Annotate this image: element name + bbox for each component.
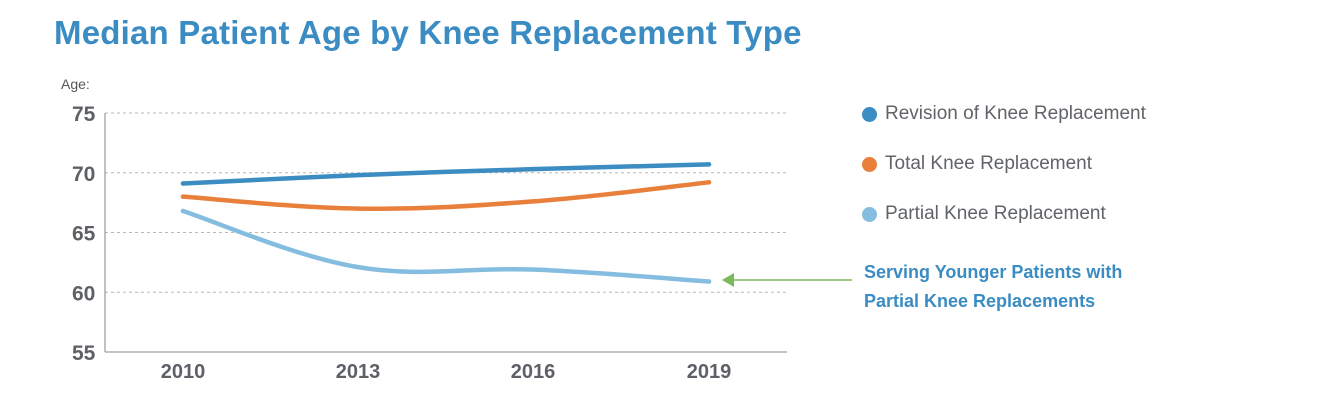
series-line-total-knee-replacement xyxy=(180,180,712,211)
y-tick-label-60: 60 xyxy=(72,282,95,305)
legend-item-partial: Partial Knee Replacement xyxy=(862,200,1146,228)
series-lines xyxy=(180,162,712,284)
data-point-revision-of-knee-replacement-2013 xyxy=(355,172,361,178)
legend-marker xyxy=(862,106,877,122)
y-tick-label-55: 55 xyxy=(72,342,96,365)
data-point-partial-knee-replacement-2016 xyxy=(530,267,536,272)
legend-item-revision: Revision of Knee Replacement xyxy=(862,100,1146,128)
legend-item-total: Total Knee Replacement xyxy=(862,150,1146,178)
axes xyxy=(104,113,787,353)
annotation-line-2: Partial Knee Replacements xyxy=(864,291,1096,311)
grid-lines xyxy=(105,112,787,293)
annotation-arrowhead xyxy=(722,273,734,287)
chart-legend: Revision of Knee Replacement Total Knee … xyxy=(862,100,1146,250)
annotation-arrow xyxy=(722,273,852,287)
legend-label: Revision of Knee Replacement xyxy=(885,103,1146,124)
data-point-partial-knee-replacement-2019 xyxy=(706,279,712,284)
x-tick-label-2013: 2013 xyxy=(336,361,381,383)
data-point-total-knee-replacement-2010 xyxy=(180,194,186,199)
data-point-partial-knee-replacement-2013 xyxy=(355,264,361,270)
legend-label: Partial Knee Replacement xyxy=(885,203,1106,224)
chart-title: Median Patient Age by Knee Replacement T… xyxy=(54,14,802,51)
y-axis-label: Age: xyxy=(61,76,90,92)
y-tick-label-70: 70 xyxy=(72,163,95,186)
data-point-revision-of-knee-replacement-2019 xyxy=(706,162,712,167)
y-tick-label-75: 75 xyxy=(72,103,96,126)
legend-marker xyxy=(862,156,877,172)
data-point-partial-knee-replacement-2010 xyxy=(180,208,186,214)
data-point-revision-of-knee-replacement-2016 xyxy=(530,166,536,172)
x-tick-label-2010: 2010 xyxy=(161,361,206,383)
data-point-total-knee-replacement-2019 xyxy=(706,180,712,185)
data-point-total-knee-replacement-2013 xyxy=(355,206,361,211)
legend-marker xyxy=(862,206,877,222)
series-line-revision-of-knee-replacement xyxy=(180,162,712,186)
annotation-line-1: Serving Younger Patients with xyxy=(864,262,1123,282)
legend-label: Total Knee Replacement xyxy=(885,153,1093,174)
series-line-partial-knee-replacement xyxy=(180,208,712,284)
x-tick-label-2019: 2019 xyxy=(687,361,732,383)
tick-labels: Age: 75 70 65 60 55 2010 2013 2016 2019 xyxy=(61,76,731,383)
x-tick-label-2016: 2016 xyxy=(511,361,556,383)
data-point-revision-of-knee-replacement-2010 xyxy=(180,181,186,186)
annotation-callout: Serving Younger Patients with Partial Kn… xyxy=(864,258,1122,316)
y-tick-label-65: 65 xyxy=(72,223,96,246)
data-point-total-knee-replacement-2016 xyxy=(530,199,536,204)
